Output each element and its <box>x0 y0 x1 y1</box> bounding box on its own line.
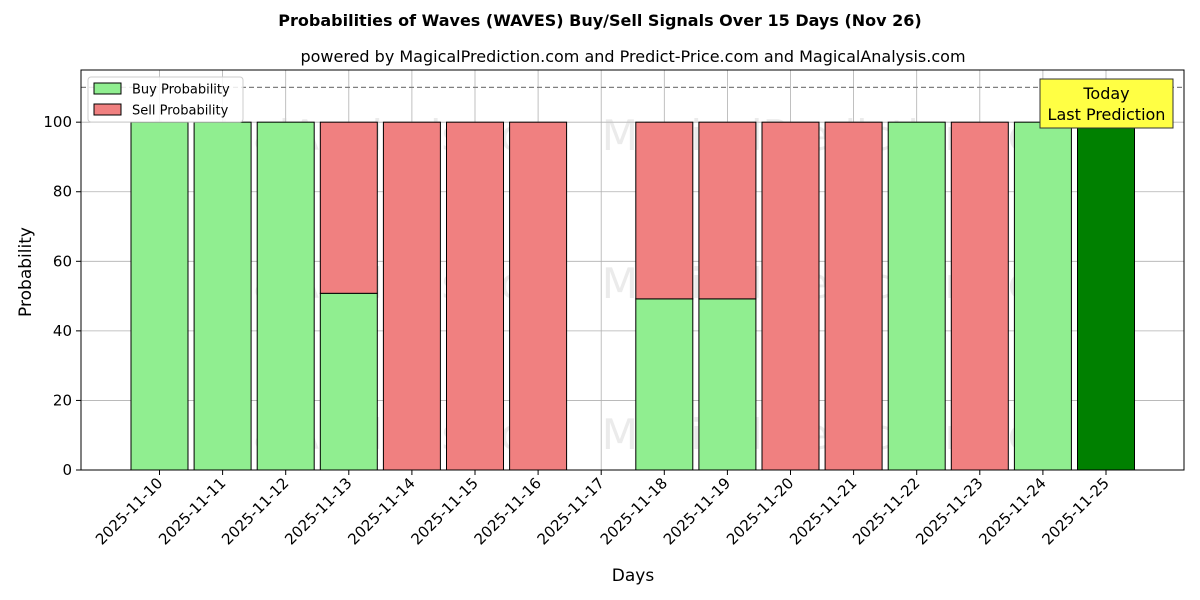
bar-buy <box>1077 121 1135 471</box>
today-annotation: Today Last Prediction <box>1039 78 1174 129</box>
y-tick-label: 60 <box>53 252 72 270</box>
legend-label: Buy Probability <box>132 83 230 98</box>
annotation-box <box>1039 78 1174 129</box>
bar-buy <box>698 298 757 471</box>
x-tick-label: 2025-11-17 <box>534 474 608 548</box>
bar-sell <box>635 121 694 300</box>
x-axis-label: Days <box>612 566 655 586</box>
bar-sell <box>698 121 757 300</box>
bar-buy <box>635 298 694 471</box>
y-axis-label: Probability <box>16 227 36 317</box>
annotation-line-2: Last Prediction <box>1048 105 1166 124</box>
x-tick-label: 2025-11-16 <box>471 474 545 548</box>
bar-buy <box>319 292 378 471</box>
x-axis: 2025-11-102025-11-112025-11-122025-11-13… <box>92 470 1113 548</box>
y-tick-label: 0 <box>62 461 72 479</box>
x-tick-label: 2025-11-22 <box>849 474 923 548</box>
bar-sell <box>824 121 883 471</box>
x-tick-label: 2025-11-13 <box>281 474 355 548</box>
bar-buy <box>193 121 252 471</box>
y-tick-label: 20 <box>53 391 72 409</box>
chart-subtitle: powered by MagicalPrediction.com and Pre… <box>300 47 965 66</box>
y-tick-label: 100 <box>43 113 72 131</box>
x-tick-label: 2025-11-14 <box>344 474 418 548</box>
x-tick-label: 2025-11-20 <box>723 474 797 548</box>
x-tick-label: 2025-11-18 <box>597 474 671 548</box>
annotation-line-1: Today <box>1082 84 1129 103</box>
legend-box <box>87 76 244 123</box>
bar-buy <box>1013 121 1072 471</box>
bar-sell <box>509 121 568 471</box>
x-tick-label: 2025-11-10 <box>92 474 166 548</box>
bar-sell <box>761 121 820 471</box>
y-axis: 0 20 40 60 80 100 <box>43 113 81 479</box>
bar-buy <box>256 121 315 471</box>
chart-title: Probabilities of Waves (WAVES) Buy/Sell … <box>278 11 921 30</box>
bars <box>130 121 1135 471</box>
y-tick-label: 80 <box>53 183 72 201</box>
bar-sell <box>319 121 378 294</box>
x-tick-label: 2025-11-23 <box>912 474 986 548</box>
plot-frame <box>80 69 1185 471</box>
bar-buy <box>887 121 946 471</box>
legend: Buy Probability Sell Probability <box>87 76 244 123</box>
x-tick-label: 2025-11-12 <box>218 474 292 548</box>
legend-swatch <box>93 82 122 95</box>
bar-sell <box>446 121 504 471</box>
legend-swatch <box>93 103 122 116</box>
bar-sell <box>950 121 1009 471</box>
x-tick-label: 2025-11-19 <box>660 474 734 548</box>
x-tick-label: 2025-11-25 <box>1038 474 1112 548</box>
x-tick-label: 2025-11-11 <box>155 474 229 548</box>
x-tick-label: 2025-11-21 <box>786 474 860 548</box>
legend-label: Sell Probability <box>132 104 229 119</box>
x-tick-label: 2025-11-15 <box>407 474 481 548</box>
y-tick-label: 40 <box>53 322 72 340</box>
x-tick-label: 2025-11-24 <box>975 474 1049 548</box>
bar-buy <box>130 121 189 471</box>
bar-sell <box>382 121 441 471</box>
